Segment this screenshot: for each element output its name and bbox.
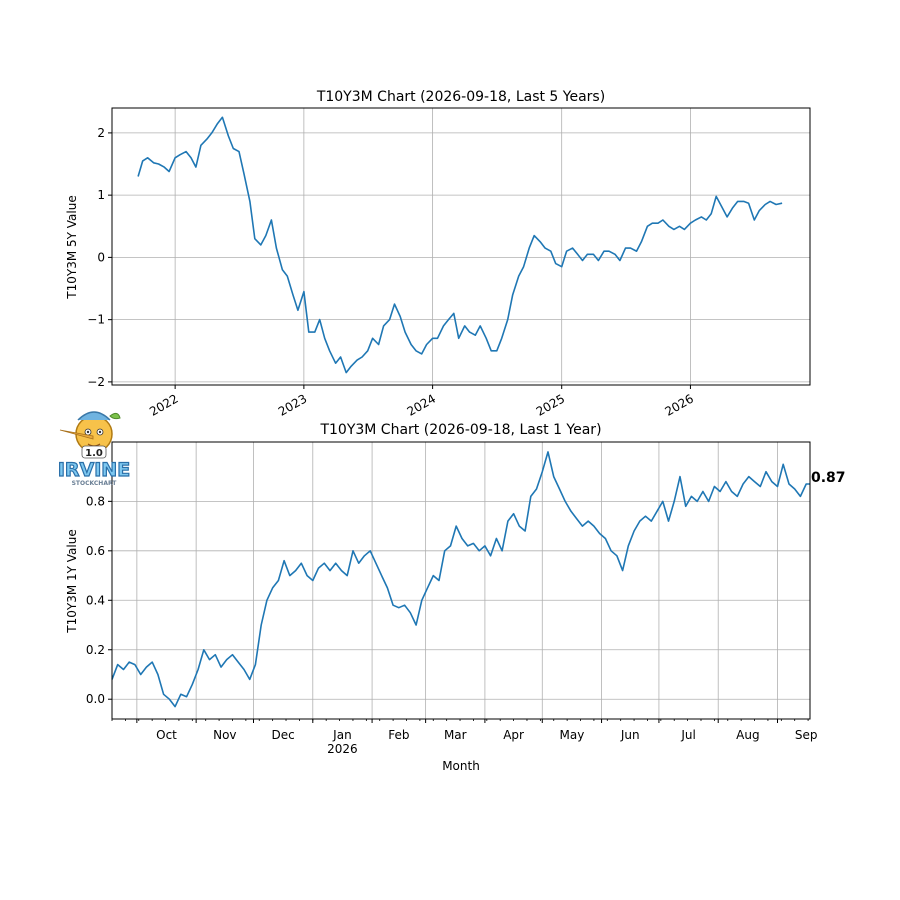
chart-5y-x-tick-label: 2025 — [534, 391, 567, 418]
chart-1y-x-tick-label: Jan — [332, 728, 352, 742]
chart-1y-x-tick-label: Mar — [444, 728, 467, 742]
last-value-label: 0.87 — [811, 470, 846, 486]
irvine-stockchart-logo: 1.0 IRVINE STOCKCHART — [52, 404, 136, 492]
chart-5y-ticks: −2 −1 0 1 2 2022 2023 2024 2025 2026 — [87, 126, 696, 419]
chart-5y-plot-frame — [111, 107, 811, 386]
chart-1y-x-tick-label: Oct — [156, 728, 177, 742]
chart-1y-y-tick-label: 0.2 — [86, 643, 105, 657]
chart-5y-y-tick-label: 2 — [97, 126, 105, 140]
chart-5y-gridlines — [112, 108, 810, 385]
chart-1y-panel: T10Y3M Chart (2026-09-18, Last 1 Year) 0… — [65, 422, 846, 773]
chart-1y-line-group — [111, 451, 810, 708]
chart-1y-x-tick-label: Nov — [213, 728, 236, 742]
chart-1y-gridlines — [112, 442, 810, 719]
logo-sub-text: STOCKCHART — [72, 480, 118, 487]
chart-1y-y-tick-label: 0.0 — [86, 692, 105, 706]
chart-5y-ylabel: T10Y3M 5Y Value — [65, 195, 79, 299]
chart-1y-x-tick-label: Dec — [272, 728, 295, 742]
chart-5y-y-tick-label: −2 — [87, 375, 105, 389]
logo-badge-text: 1.0 — [85, 448, 103, 459]
chart-5y-y-tick-label: 1 — [97, 188, 105, 202]
chart-1y-x-tick-label: Feb — [388, 728, 409, 742]
chart-1y-y-tick-label: 0.6 — [86, 544, 105, 558]
chart-1y-x-tick-label: 2026 — [327, 742, 358, 756]
chart-5y-panel: T10Y3M Chart (2026-09-18, Last 5 Years) … — [65, 89, 811, 419]
chart-5y-title: T10Y3M Chart (2026-09-18, Last 5 Years) — [316, 89, 605, 105]
chart-5y-y-tick-label: −1 — [87, 313, 105, 327]
chart-1y-y-tick-label: 0.4 — [86, 593, 105, 607]
chart-1y-x-tick-label: Sep — [795, 728, 818, 742]
chart-5y-x-tick-label: 2026 — [662, 391, 695, 418]
chart-1y-x-tick-label: Apr — [503, 728, 524, 742]
chart-1y-y-tick-label: 0.8 — [86, 494, 105, 508]
chart-1y-ylabel: T10Y3M 1Y Value — [65, 529, 79, 633]
chart-1y-x-tick-label: May — [560, 728, 585, 742]
chart-5y-line-group — [137, 116, 783, 374]
chart-1y-series-line — [111, 451, 810, 708]
chart-5y-series-line — [137, 116, 783, 374]
chart-5y-x-tick-label: 2022 — [147, 391, 180, 418]
chart-1y-x-tick-label: Aug — [736, 728, 759, 742]
chart-5y-x-tick-label: 2023 — [276, 391, 309, 418]
chart-1y-x-tick-label: Jul — [680, 728, 695, 742]
chart-1y-x-tick-label: Jun — [620, 728, 640, 742]
chart-5y-x-tick-label: 2024 — [405, 391, 438, 418]
chart-1y-title: T10Y3M Chart (2026-09-18, Last 1 Year) — [319, 422, 601, 438]
chart-5y-y-tick-label: 0 — [97, 250, 105, 264]
logo-brand-text: IRVINE — [58, 459, 130, 481]
chart-1y-xlabel: Month — [442, 759, 480, 773]
chart-1y-plot-frame — [111, 441, 811, 720]
